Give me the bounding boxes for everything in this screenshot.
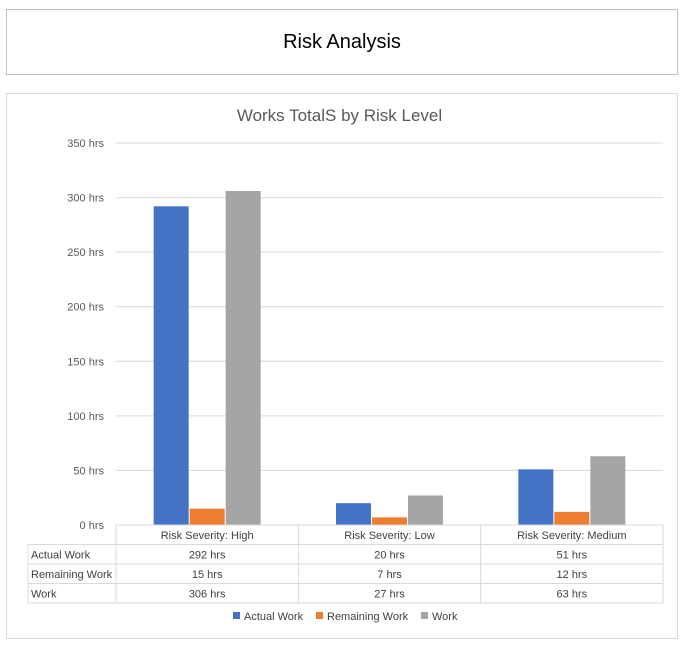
- bar: [153, 206, 189, 525]
- data-label: 15 hrs: [192, 569, 223, 581]
- data-label: 27 hrs: [374, 589, 405, 601]
- y-tick-label: 250 hrs: [67, 247, 104, 259]
- bar: [554, 511, 590, 525]
- data-label: 63 hrs: [557, 589, 588, 601]
- y-tick-label: 300 hrs: [67, 193, 104, 205]
- legend-swatch: [233, 612, 240, 619]
- table-row-label: Work: [31, 589, 57, 601]
- legend-swatch: [316, 612, 323, 619]
- report-header: Risk Analysis: [6, 9, 678, 75]
- y-tick-label: 150 hrs: [67, 356, 104, 368]
- bar: [408, 495, 443, 525]
- legend-label: Actual Work: [244, 611, 304, 623]
- y-tick-label: 50 hrs: [73, 465, 104, 477]
- category-label: Risk Severity: High: [161, 530, 254, 542]
- legend-label: Remaining Work: [327, 611, 409, 623]
- data-label: 292 hrs: [189, 550, 226, 562]
- data-label: 51 hrs: [557, 550, 588, 562]
- bar: [518, 469, 554, 525]
- risk-chart: Works TotalS by Risk Level 0 hrs 50 hrs 100…: [27, 106, 664, 623]
- report-title: Risk Analysis: [283, 30, 401, 53]
- chart-title: Works TotalS by Risk Level: [237, 106, 442, 125]
- data-label: 306 hrs: [189, 589, 226, 601]
- legend-label: Work: [432, 611, 458, 623]
- y-tick-label: 0 hrs: [80, 520, 105, 532]
- data-label: 12 hrs: [557, 569, 588, 581]
- table-row-label: Actual Work: [31, 550, 91, 562]
- data-label: 20 hrs: [374, 550, 405, 562]
- category-label: Risk Severity: Low: [344, 530, 435, 542]
- table-row-label: Remaining Work: [31, 569, 113, 581]
- bar: [336, 503, 371, 525]
- y-tick-label: 350 hrs: [67, 138, 104, 150]
- data-label: 7 hrs: [377, 569, 402, 581]
- y-tick-label: 100 hrs: [67, 411, 104, 423]
- y-tick-label: 200 hrs: [67, 302, 104, 314]
- bar: [590, 456, 626, 525]
- legend-swatch: [421, 612, 428, 619]
- bar: [189, 508, 225, 525]
- bar: [225, 191, 261, 525]
- category-label: Risk Severity: Medium: [517, 530, 626, 542]
- chart-panel: Works TotalS by Risk Level 0 hrs 50 hrs 100…: [6, 93, 678, 639]
- bar: [372, 517, 407, 525]
